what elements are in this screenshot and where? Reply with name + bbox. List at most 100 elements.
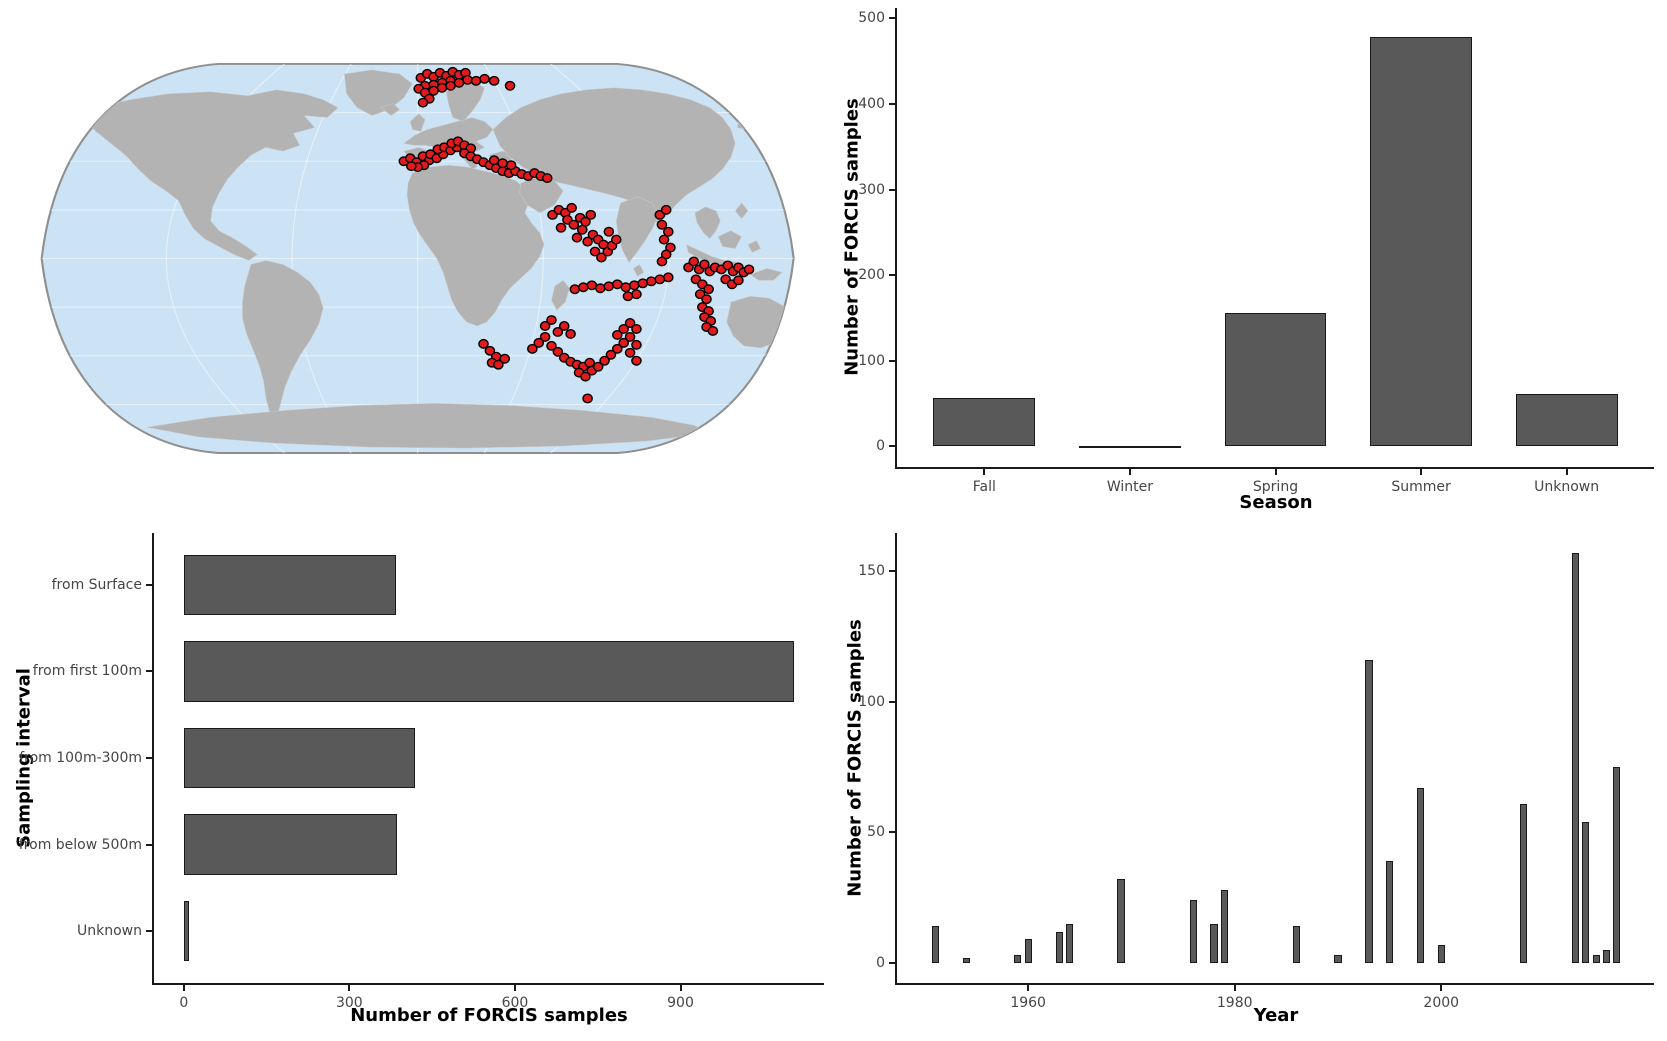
sample-point (553, 204, 565, 215)
sample-point (504, 80, 516, 91)
sample-point (405, 161, 417, 172)
land-iceland (379, 103, 401, 116)
land-indochina (694, 206, 721, 240)
bar (1582, 821, 1590, 963)
bar (1189, 900, 1197, 963)
bar (183, 641, 795, 702)
sample-point (629, 280, 640, 291)
sample-point (478, 338, 489, 349)
x-tick-mark (182, 983, 185, 991)
sample-point (699, 259, 710, 270)
x-tick-label: 1960 (1010, 995, 1046, 1011)
sample-point (605, 349, 617, 360)
sample-point (417, 151, 429, 162)
sample-point (447, 66, 459, 77)
bar (1592, 955, 1600, 963)
land-new-guinea (749, 268, 783, 281)
sample-point (419, 87, 431, 98)
sample-point (446, 138, 457, 149)
sample-point (559, 207, 571, 218)
sample-point (546, 340, 557, 351)
sample-point (558, 352, 570, 363)
sample-point (546, 315, 557, 325)
bar (933, 397, 1036, 447)
bar (1365, 659, 1373, 963)
sample-point (453, 69, 465, 80)
bar (1520, 803, 1528, 963)
sample-point (574, 212, 586, 223)
land-madagascar (551, 279, 570, 311)
sample-point (696, 279, 708, 290)
sample-point (527, 343, 538, 354)
sample-point (595, 283, 606, 294)
sample-point (547, 209, 558, 220)
x-tick-mark (1440, 983, 1443, 991)
y-tick-mark (889, 274, 897, 277)
land-africa (406, 164, 545, 327)
sample-point (662, 226, 674, 237)
sample-point (510, 166, 521, 177)
sample-point (533, 337, 545, 348)
y-tick-label: 100 (858, 352, 885, 369)
sample-point (716, 264, 727, 275)
land-antarctica (146, 403, 711, 449)
bar (1386, 861, 1394, 963)
x-axis-line (152, 983, 824, 985)
sample-point (587, 229, 599, 240)
y-tick-label: 100 (858, 693, 885, 710)
sample-point (733, 262, 744, 273)
sample-point (453, 77, 465, 88)
sample-point (646, 276, 657, 287)
sample-point (490, 351, 502, 362)
sample-point (486, 357, 498, 368)
x-tick-label: 300 (335, 995, 363, 1011)
sample-point (539, 321, 551, 331)
y-tick-mark (889, 570, 897, 573)
x-tick-label: Summer (1391, 479, 1451, 495)
sample-point (620, 282, 632, 293)
sample-point (596, 252, 607, 263)
sample-point (694, 289, 706, 300)
sample-point (703, 306, 714, 317)
land-tasmania (764, 350, 777, 362)
bar (183, 554, 397, 616)
sample-point (417, 97, 429, 108)
sample-point (552, 346, 564, 357)
land-sri-lanka (632, 264, 645, 277)
land-italy (460, 151, 478, 171)
sample-point (424, 155, 435, 166)
x-tick-mark (679, 983, 682, 991)
sample-point (701, 322, 712, 332)
bar (183, 727, 416, 789)
y-tick-mark (889, 188, 897, 191)
x-axis-line (895, 467, 1654, 469)
y-tick-label: from Surface (51, 576, 142, 593)
x-tick-label: 0 (179, 995, 189, 1011)
sample-point (743, 264, 755, 275)
sample-point (660, 204, 672, 215)
sample-point (445, 145, 456, 156)
sample-point (415, 72, 427, 83)
sample-point (610, 234, 622, 245)
y-tick-label: 0 (876, 438, 885, 455)
sample-point (465, 143, 477, 154)
sample-point (571, 232, 583, 243)
season-y-axis-title: Number of FORCIS samples (841, 98, 863, 376)
sample-point (497, 166, 508, 177)
x-axis-line (895, 983, 1654, 985)
sample-point (434, 67, 446, 78)
sample-point (505, 160, 517, 171)
y-tick-label: from below 500m (18, 836, 142, 853)
x-tick-label: 2000 (1423, 995, 1460, 1011)
x-tick-mark (1027, 983, 1030, 991)
x-tick-label: Fall (972, 479, 996, 495)
sample-point (460, 67, 471, 78)
sample-point (705, 316, 717, 326)
x-tick-label: Unknown (1534, 479, 1600, 495)
sample-point (573, 367, 585, 378)
sample-point (703, 284, 714, 295)
sample-point (622, 291, 634, 302)
x-tick-label: 900 (667, 995, 694, 1011)
bar (183, 814, 398, 875)
